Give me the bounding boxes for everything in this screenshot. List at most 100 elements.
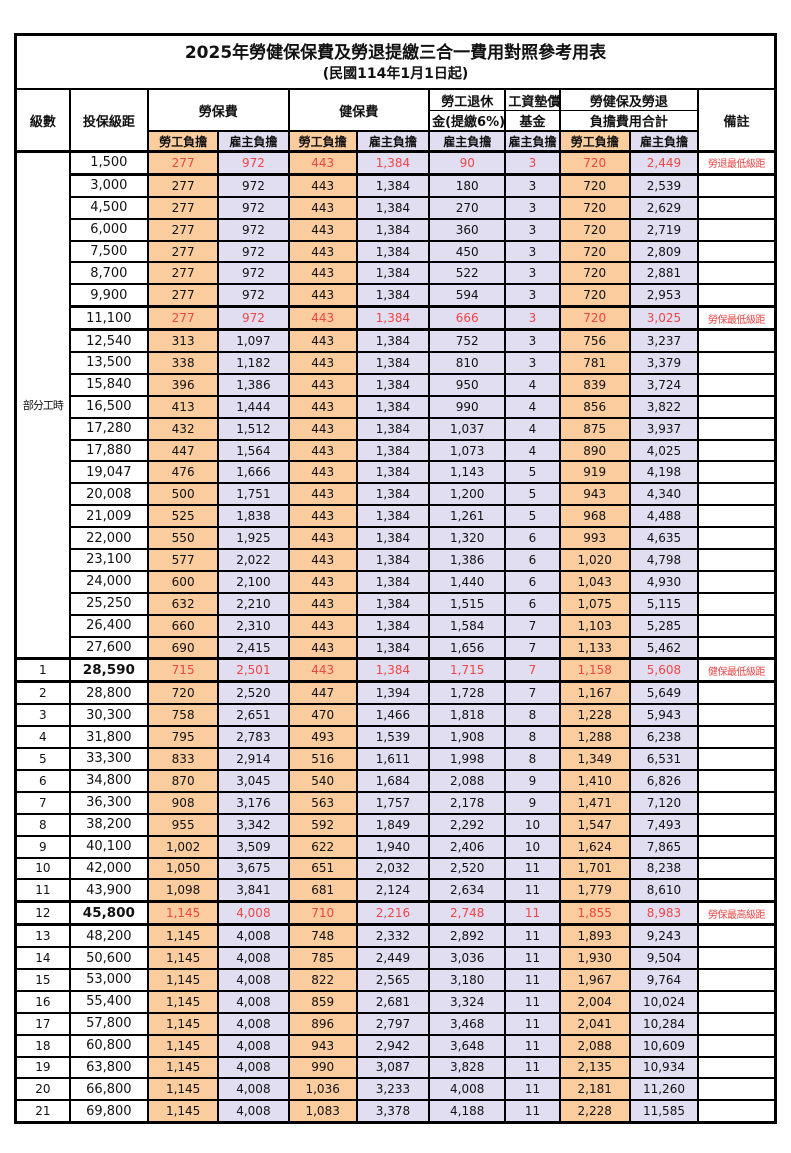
level-cell: 12 xyxy=(14,900,71,927)
note-cell xyxy=(697,635,777,661)
value-cell: 4,008 xyxy=(217,946,290,970)
table-row: 16,500 413 1,444 443 1,384 990 4 856 3,822 xyxy=(16,394,777,419)
value-cell: 592 xyxy=(287,812,358,837)
table-row: 5 33,300 833 2,914 516 1,611 1,998 8 1,349 6,531 xyxy=(14,747,777,771)
value-cell: 2,088 xyxy=(558,1033,631,1058)
value-cell: 277 xyxy=(146,195,220,220)
value-cell: 2,415 xyxy=(217,635,290,661)
value-cell: 1,384 xyxy=(355,504,431,529)
value-cell: 443 xyxy=(287,460,358,485)
bracket-cell: 50,600 xyxy=(68,946,150,970)
value-cell: 11 xyxy=(504,1011,561,1036)
value-cell: 785 xyxy=(287,946,358,970)
value-cell: 476 xyxy=(146,460,220,485)
value-cell: 651 xyxy=(287,856,358,881)
note-cell xyxy=(697,482,777,507)
note-cell xyxy=(697,394,777,419)
value-cell: 8,983 xyxy=(628,900,700,927)
bracket-cell: 25,250 xyxy=(68,591,150,616)
value-cell: 5,462 xyxy=(628,635,700,661)
bracket-cell: 27,600 xyxy=(68,635,150,661)
value-cell: 4,188 xyxy=(428,1099,507,1124)
value-cell: 810 xyxy=(428,351,507,375)
table-row: 27,600 690 2,415 443 1,384 1,656 7 1,133 5,462 xyxy=(16,635,777,661)
value-cell: 7,120 xyxy=(628,790,700,815)
value-cell: 1,020 xyxy=(558,548,631,572)
value-cell: 6 xyxy=(504,548,561,572)
value-cell: 2,088 xyxy=(428,768,507,793)
value-cell: 1,539 xyxy=(355,725,431,750)
col-header-pension-line1: 勞工退休 xyxy=(428,88,507,111)
level-cell: 7 xyxy=(14,790,71,815)
table-row: 19,047 476 1,666 443 1,384 1,143 5 919 4,198 xyxy=(16,460,777,485)
value-cell: 2,651 xyxy=(217,703,290,728)
table-row: 6 34,800 870 3,045 540 1,684 2,088 9 1,410 6,826 xyxy=(14,768,777,793)
level-cell: 20 xyxy=(14,1077,71,1102)
value-cell: 1,925 xyxy=(217,526,290,551)
note-cell xyxy=(697,1099,777,1124)
bracket-cell: 40,100 xyxy=(68,834,150,859)
value-cell: 3 xyxy=(504,305,561,332)
value-cell: 3,087 xyxy=(355,1055,431,1080)
subheader-health-employee: 勞工負擔 xyxy=(287,130,358,153)
table-row: 14 50,600 1,145 4,008 785 2,449 3,036 11 1,930 9,… xyxy=(14,946,777,970)
value-cell: 4,025 xyxy=(628,438,700,463)
value-cell: 9,243 xyxy=(628,923,700,949)
value-cell: 2,181 xyxy=(558,1077,631,1102)
value-cell: 1,386 xyxy=(428,548,507,572)
value-cell: 1,145 xyxy=(146,1011,220,1036)
bracket-cell: 55,400 xyxy=(68,989,150,1014)
table-row: 20 66,800 1,145 4,008 1,036 3,233 4,008 11 2,181… xyxy=(14,1077,777,1102)
table-row: 21 69,800 1,145 4,008 1,083 3,378 4,188 11 2,228… xyxy=(14,1099,777,1124)
bracket-cell: 20,008 xyxy=(68,482,150,507)
bracket-cell: 16,500 xyxy=(68,394,150,419)
table-row: 9,900 277 972 443 1,384 594 3 720 2,953 xyxy=(16,283,777,308)
note-cell: 健保最低級距 xyxy=(697,657,777,684)
col-header-labor-insurance: 勞保費 xyxy=(147,88,290,132)
value-cell: 2,216 xyxy=(355,900,431,927)
value-cell: 5 xyxy=(504,482,561,507)
value-cell: 4,008 xyxy=(217,1033,290,1058)
value-cell: 6 xyxy=(504,569,561,594)
value-cell: 2,406 xyxy=(428,834,507,859)
value-cell: 1,133 xyxy=(558,635,631,661)
table-row: 12,540 313 1,097 443 1,384 752 3 756 3,237 xyxy=(16,328,777,354)
bracket-cell: 36,300 xyxy=(68,790,150,815)
value-cell: 443 xyxy=(287,239,358,264)
note-cell xyxy=(697,1055,777,1080)
value-cell: 1,182 xyxy=(217,351,290,375)
value-cell: 11 xyxy=(504,1077,561,1102)
value-cell: 1,073 xyxy=(428,438,507,463)
bracket-cell: 6,000 xyxy=(68,217,150,242)
table-row: 23,100 577 2,022 443 1,384 1,386 6 1,020 4,798 xyxy=(16,548,777,572)
value-cell: 2,210 xyxy=(217,591,290,616)
value-cell: 1,384 xyxy=(355,394,431,419)
value-cell: 1,624 xyxy=(558,834,631,859)
col-header-total-line1: 勞健保及勞退 xyxy=(558,88,700,111)
value-cell: 2,501 xyxy=(217,657,290,684)
value-cell: 2,953 xyxy=(628,283,700,308)
value-cell: 4,008 xyxy=(217,989,290,1014)
value-cell: 443 xyxy=(287,394,358,419)
value-cell: 525 xyxy=(146,504,220,529)
value-cell: 2,942 xyxy=(355,1033,431,1058)
note-cell xyxy=(697,416,777,441)
value-cell: 3,036 xyxy=(428,946,507,970)
value-cell: 3,342 xyxy=(217,812,290,837)
table-row: 18 60,800 1,145 4,008 943 2,942 3,648 11 2,088 10… xyxy=(14,1033,777,1058)
value-cell: 2,332 xyxy=(355,923,431,949)
col-header-health-insurance: 健保費 xyxy=(287,88,431,132)
value-cell: 950 xyxy=(428,372,507,397)
value-cell: 3,724 xyxy=(628,372,700,397)
value-cell: 11 xyxy=(504,923,561,949)
table-row: 2 28,800 720 2,520 447 1,394 1,728 7 1,167 5,649 xyxy=(14,680,777,706)
level-cell: 1 xyxy=(14,657,71,684)
value-cell: 5,115 xyxy=(628,591,700,616)
value-cell: 413 xyxy=(146,394,220,419)
level-cell: 19 xyxy=(14,1055,71,1080)
note-cell xyxy=(697,217,777,242)
value-cell: 443 xyxy=(287,372,358,397)
value-cell: 943 xyxy=(558,482,631,507)
value-cell: 720 xyxy=(558,261,631,286)
value-cell: 1,728 xyxy=(428,680,507,706)
